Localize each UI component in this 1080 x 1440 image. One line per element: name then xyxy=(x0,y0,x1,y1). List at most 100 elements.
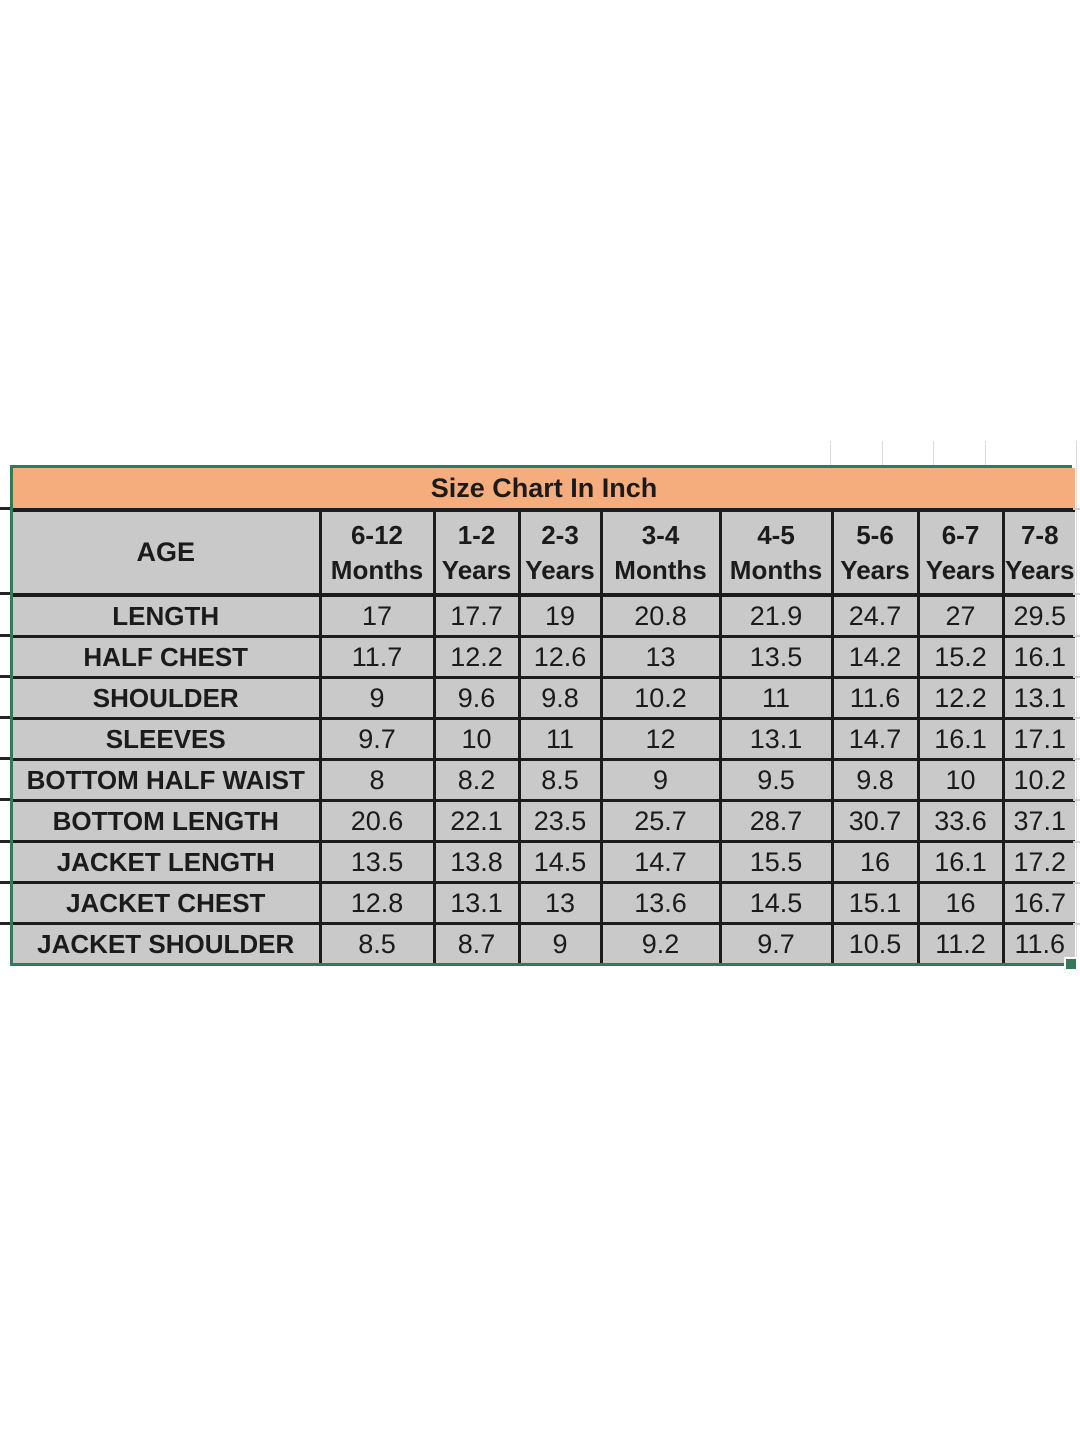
column-age-unit: Years xyxy=(441,554,512,585)
measurement-cell: 10 xyxy=(918,759,1005,802)
grid-border-stub-right xyxy=(1073,799,1080,801)
row-label: BOTTOM LENGTH xyxy=(13,800,322,843)
measurement-cell: 13 xyxy=(601,636,722,679)
column-age-range: 5-6 xyxy=(856,520,894,551)
column-age-unit: Years xyxy=(525,554,595,585)
measurement-cell: 9.2 xyxy=(601,923,722,963)
row-label: JACKET SHOULDER xyxy=(13,923,322,963)
column-age-unit: Months xyxy=(614,554,707,585)
table-row: JACKET SHOULDER 8.5 8.7 9 9.2 9.7 10.5 11.2 11.6 xyxy=(13,923,1075,963)
measurement-cell: 29.5 xyxy=(1003,595,1075,638)
measurement-cell: 13.1 xyxy=(1003,677,1075,720)
measurement-cell: 20.6 xyxy=(320,800,436,843)
grid-border-stub-right xyxy=(1073,841,1080,843)
measurement-cell: 13.1 xyxy=(434,882,521,925)
title-row: Size Chart In Inch xyxy=(13,468,1075,512)
column-header-6-12-months: 6-12 Months xyxy=(320,510,436,597)
grid-border-stub-right xyxy=(1073,882,1080,884)
measurement-cell: 33.6 xyxy=(918,800,1005,843)
column-age-unit: Months xyxy=(729,554,823,585)
grid-border-stub-left xyxy=(0,716,10,719)
measurement-cell: 17 xyxy=(320,595,436,638)
measurement-cell: 16.1 xyxy=(1003,636,1075,679)
row-label: SHOULDER xyxy=(13,677,322,720)
column-age-range: 3-4 xyxy=(641,520,680,551)
measurement-cell: 13.6 xyxy=(601,882,722,925)
measurement-cell: 11 xyxy=(519,718,603,761)
column-header-2-3-years: 2-3 Years xyxy=(519,510,603,597)
measurement-cell: 10.5 xyxy=(832,923,920,963)
row-label: BOTTOM HALF WAIST xyxy=(13,759,322,802)
grid-border-stub-right xyxy=(1073,508,1080,510)
measurement-cell: 17.1 xyxy=(1003,718,1075,761)
column-header-5-6-years: 5-6 Years xyxy=(832,510,920,597)
measurement-cell: 8.5 xyxy=(320,923,436,963)
column-header-4-5-months: 4-5 Months xyxy=(720,510,834,597)
measurement-cell: 13.5 xyxy=(320,841,436,884)
row-label: JACKET LENGTH xyxy=(13,841,322,884)
table-row: HALF CHEST 11.7 12.2 12.6 13 13.5 14.2 15.2 16.1 xyxy=(13,636,1075,679)
column-header-1-2-years: 1-2 Years xyxy=(434,510,521,597)
gridline-tick xyxy=(985,441,986,466)
measurement-cell: 11.2 xyxy=(918,923,1005,963)
grid-border-stub-right xyxy=(1073,758,1080,760)
measurement-cell: 15.5 xyxy=(720,841,834,884)
measurement-cell: 11 xyxy=(720,677,834,720)
table-title: Size Chart In Inch xyxy=(13,468,1075,512)
measurement-cell: 9 xyxy=(519,923,603,963)
column-age-range: 1-2 xyxy=(457,520,496,551)
column-age-range: 2-3 xyxy=(541,520,579,551)
table-row: SLEEVES 9.7 10 11 12 13.1 14.7 16.1 17.1 xyxy=(13,718,1075,761)
grid-border-stub-left xyxy=(0,840,10,843)
gridline-tick xyxy=(933,441,934,466)
column-header-6-7-years: 6-7 Years xyxy=(918,510,1005,597)
grid-border-stub-right xyxy=(1073,635,1080,637)
size-chart-selection: Size Chart In Inch AGE 6-12 Months 1-2 Year… xyxy=(10,465,1075,966)
row-label: SLEEVES xyxy=(13,718,322,761)
measurement-cell: 21.9 xyxy=(720,595,834,638)
measurement-cell: 28.7 xyxy=(720,800,834,843)
selection-fill-handle[interactable] xyxy=(1066,959,1076,969)
measurement-cell: 14.5 xyxy=(519,841,603,884)
measurement-cell: 20.8 xyxy=(601,595,722,638)
age-column-header: AGE xyxy=(13,510,322,597)
measurement-cell: 17.2 xyxy=(1003,841,1075,884)
measurement-cell: 23.5 xyxy=(519,800,603,843)
measurement-cell: 14.7 xyxy=(832,718,920,761)
column-age-range: 6-7 xyxy=(941,520,980,551)
row-label: HALF CHEST xyxy=(13,636,322,679)
measurement-cell: 27 xyxy=(918,595,1005,638)
measurement-cell: 16 xyxy=(918,882,1005,925)
measurement-cell: 8.2 xyxy=(434,759,521,802)
grid-border-stub-left xyxy=(0,634,10,637)
measurement-cell: 12.2 xyxy=(918,677,1005,720)
table-row: BOTTOM LENGTH 20.6 22.1 23.5 25.7 28.7 30.7 33.… xyxy=(13,800,1075,843)
row-label: JACKET CHEST xyxy=(13,882,322,925)
column-header-3-4-months: 3-4 Months xyxy=(601,510,722,597)
measurement-cell: 8 xyxy=(320,759,436,802)
measurement-cell: 12.2 xyxy=(434,636,521,679)
measurement-cell: 10.2 xyxy=(1003,759,1075,802)
size-chart-table: Size Chart In Inch AGE 6-12 Months 1-2 Year… xyxy=(13,468,1075,963)
grid-border-stub-left xyxy=(0,881,10,884)
table-row: JACKET LENGTH 13.5 13.8 14.5 14.7 15.5 16 16.1 1… xyxy=(13,841,1075,884)
gridline-right xyxy=(1076,441,1077,968)
measurement-cell: 9.7 xyxy=(320,718,436,761)
measurement-cell: 10.2 xyxy=(601,677,722,720)
measurement-cell: 15.2 xyxy=(918,636,1005,679)
measurement-cell: 12 xyxy=(601,718,722,761)
measurement-cell: 9 xyxy=(601,759,722,802)
measurement-cell: 19 xyxy=(519,595,603,638)
measurement-cell: 12.8 xyxy=(320,882,436,925)
measurement-cell: 15.1 xyxy=(832,882,920,925)
column-age-range: 4-5 xyxy=(757,520,795,551)
measurement-cell: 22.1 xyxy=(434,800,521,843)
grid-border-stub-left xyxy=(0,507,10,510)
measurement-cell: 14.7 xyxy=(601,841,722,884)
gridline-tick xyxy=(830,441,831,466)
grid-border-stub-right xyxy=(1073,923,1080,925)
measurement-cell: 11.6 xyxy=(832,677,920,720)
measurement-cell: 12.6 xyxy=(519,636,603,679)
measurement-cell: 24.7 xyxy=(832,595,920,638)
